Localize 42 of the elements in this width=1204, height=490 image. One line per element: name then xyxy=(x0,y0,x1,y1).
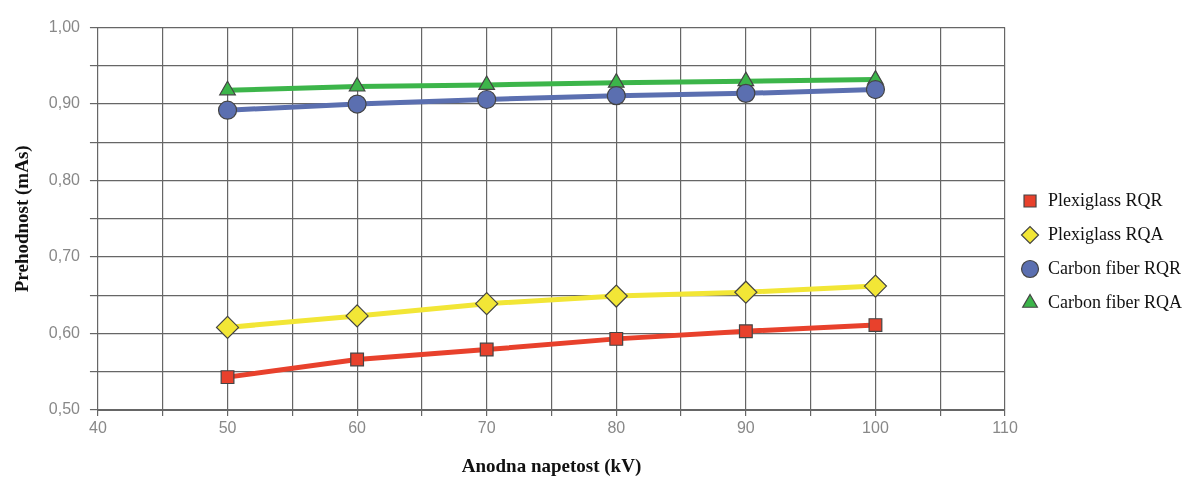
legend-label: Plexiglass RQA xyxy=(1048,223,1164,244)
point xyxy=(350,352,365,367)
x-tick-label: 50 xyxy=(218,419,237,437)
point xyxy=(734,280,758,304)
y-tick-label: 1,00 xyxy=(48,18,81,36)
point xyxy=(604,284,628,308)
point xyxy=(220,370,235,385)
legend-label: Carbon fiber RQR xyxy=(1048,257,1182,278)
point xyxy=(477,89,497,110)
y-tick-label: 0,70 xyxy=(48,247,81,265)
x-tick-label: 80 xyxy=(607,419,626,437)
point xyxy=(217,100,238,120)
point xyxy=(215,315,240,339)
point xyxy=(219,80,236,96)
y-axis-title: Prehodnost (mAs) xyxy=(11,145,34,293)
point xyxy=(736,83,756,103)
y-tick-label: 0,90 xyxy=(48,94,81,112)
y-tick-label: 0,80 xyxy=(48,170,81,188)
legend-label: Carbon fiber RQA xyxy=(1048,291,1183,312)
x-tick-label: 60 xyxy=(348,419,367,437)
x-axis-title: Anodna napetost (kV) xyxy=(461,454,642,477)
point xyxy=(347,94,367,114)
point xyxy=(606,86,626,106)
point xyxy=(863,274,888,298)
point xyxy=(738,324,753,339)
point xyxy=(868,318,883,333)
y-tick-label: 0,60 xyxy=(48,323,81,341)
x-tick-label: 40 xyxy=(89,419,107,437)
x-tick-label: 100 xyxy=(862,419,889,437)
point xyxy=(609,331,624,346)
x-tick-label: 70 xyxy=(477,419,496,437)
x-tick-label: 90 xyxy=(736,419,755,437)
legend-label: Plexiglass RQR xyxy=(1048,189,1163,210)
point xyxy=(865,79,886,100)
point xyxy=(478,75,496,91)
point xyxy=(345,304,369,328)
point xyxy=(607,73,625,88)
x-tick-label: 110 xyxy=(992,419,1018,437)
point xyxy=(348,76,366,92)
y-tick-label: 0,50 xyxy=(48,400,81,418)
point xyxy=(479,342,494,357)
point xyxy=(475,292,499,316)
